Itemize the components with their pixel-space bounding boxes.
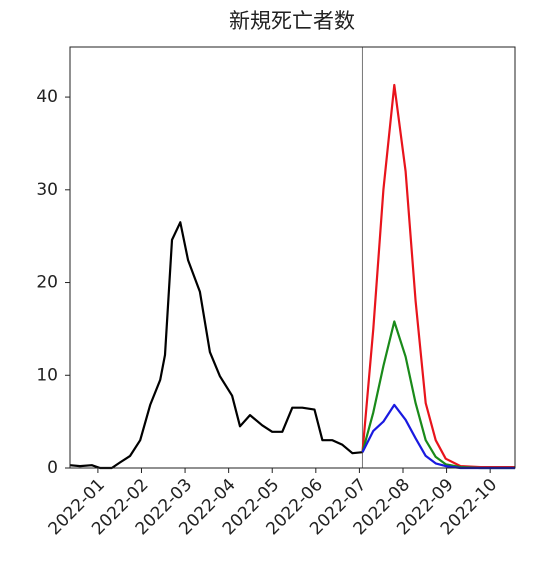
y-tick-label: 20	[36, 273, 58, 293]
plot-frame	[69, 46, 516, 469]
y-tick-label: 10	[36, 365, 58, 385]
y-tick-label: 30	[36, 180, 58, 200]
y-tick-label: 0	[47, 458, 58, 478]
series-line	[69, 221, 363, 470]
y-tick-label: 40	[36, 87, 58, 107]
chart-title: 新規死亡者数	[229, 9, 355, 33]
